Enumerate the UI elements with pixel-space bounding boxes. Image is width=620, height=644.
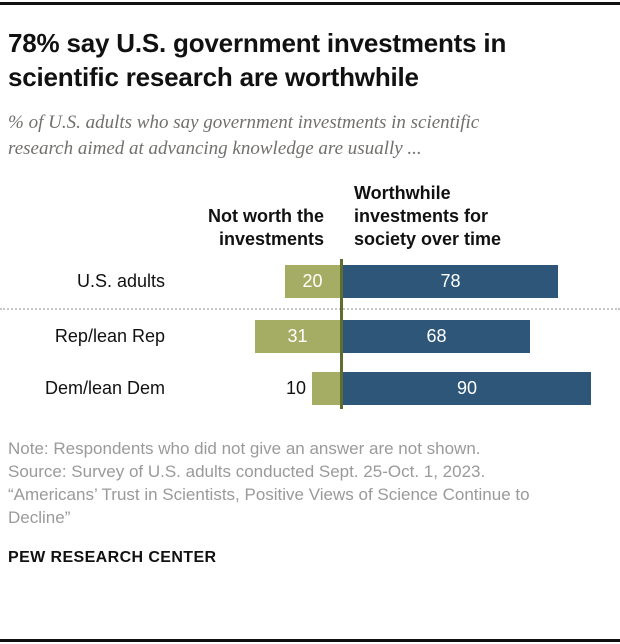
top-border bbox=[0, 2, 620, 5]
dotted-separator bbox=[0, 308, 620, 310]
left-bar-zone: 10 10 bbox=[165, 372, 340, 405]
bar-worthwhile: 68 bbox=[343, 320, 530, 353]
chart-row-rep: Rep/lean Rep 31 31 68 bbox=[8, 320, 612, 353]
row-label: U.S. adults bbox=[76, 271, 165, 291]
series-header-worthwhile: Worthwhile investments for society over … bbox=[354, 183, 502, 249]
chart-row-dem: Dem/lean Dem 10 10 90 bbox=[8, 372, 612, 405]
chart-subtitle: % of U.S. adults who say government inve… bbox=[8, 112, 480, 159]
chart-title: 78% say U.S. government investments in s… bbox=[8, 28, 507, 92]
source-text: Source: Survey of U.S. adults conducted … bbox=[8, 462, 486, 481]
bottom-border bbox=[0, 639, 620, 642]
axis-line bbox=[340, 259, 343, 409]
left-bar-zone: 31 31 bbox=[165, 320, 340, 353]
value-label-inside: 20 bbox=[302, 271, 323, 291]
right-bar-zone: 68 bbox=[340, 320, 612, 353]
series-header-left-wrap: Not worth the investments bbox=[8, 205, 340, 251]
bar-worthwhile: 90 bbox=[343, 372, 591, 405]
row-label: Dem/lean Dem bbox=[44, 378, 165, 398]
value-label-inside: 90 bbox=[456, 378, 478, 398]
bar-worthwhile: 78 bbox=[343, 265, 558, 298]
bar-not-worth: 31 bbox=[255, 320, 340, 353]
series-header-not-worth: Not worth the investments bbox=[208, 206, 324, 249]
series-headers: Not worth the investments Worthwhile inv… bbox=[8, 182, 612, 251]
left-bar-zone: 20 20 bbox=[165, 265, 340, 298]
value-label-inside: 68 bbox=[426, 326, 447, 346]
value-label-inside: 31 bbox=[287, 326, 308, 346]
value-label-outside: 10 bbox=[285, 378, 306, 398]
right-bar-zone: 78 bbox=[340, 265, 612, 298]
chart-area: U.S. adults 20 20 78 Rep/lean Rep 31 31 bbox=[0, 259, 620, 409]
chart-row-us-adults: U.S. adults 20 20 78 bbox=[8, 265, 612, 298]
report-title-text: “Americans’ Trust in Scientists, Positiv… bbox=[8, 485, 530, 527]
row-label: Rep/lean Rep bbox=[54, 326, 165, 346]
bar-not-worth: 20 bbox=[285, 265, 340, 298]
bar-not-worth: 10 bbox=[312, 372, 340, 405]
note-text: Note: Respondents who did not give an an… bbox=[8, 439, 481, 458]
brand-footer: PEW RESEARCH CENTER bbox=[8, 549, 217, 566]
right-bar-zone: 90 bbox=[340, 372, 612, 405]
value-label-inside: 78 bbox=[440, 271, 461, 291]
footnotes: Note: Respondents who did not give an an… bbox=[8, 437, 612, 529]
